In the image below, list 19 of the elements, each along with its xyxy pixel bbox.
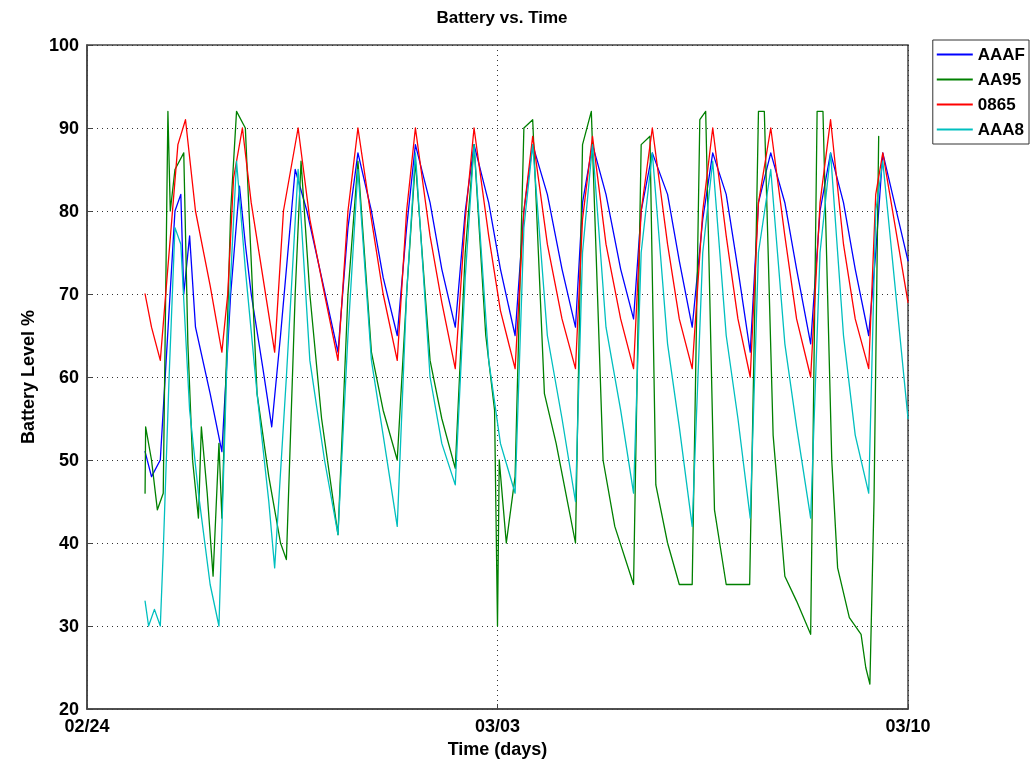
legend-label: AAA8: [977, 120, 1025, 139]
y-tick-label: 90: [58, 118, 79, 138]
chart-title: Battery vs. Time: [436, 8, 568, 27]
y-tick-label: 100: [48, 35, 79, 55]
y-axis-title: Battery Level %: [18, 309, 38, 445]
x-tick-label: 03/10: [885, 716, 931, 736]
x-tick-label: 02/24: [64, 716, 110, 736]
y-tick-label: 30: [58, 616, 79, 636]
legend-label: AA95: [977, 70, 1022, 89]
legend-label: AAAF: [977, 45, 1025, 64]
x-tick-label: 03/03: [474, 716, 521, 736]
y-tick-label: 50: [58, 450, 79, 470]
x-axis-title: Time (days): [447, 738, 548, 759]
y-tick-label: 20: [58, 699, 79, 719]
y-tick-label: 70: [58, 284, 79, 304]
y-tick-label: 80: [58, 201, 79, 221]
y-tick-label: 60: [58, 367, 79, 387]
y-tick-label: 40: [58, 533, 79, 553]
legend-label: 0865: [977, 95, 1016, 114]
